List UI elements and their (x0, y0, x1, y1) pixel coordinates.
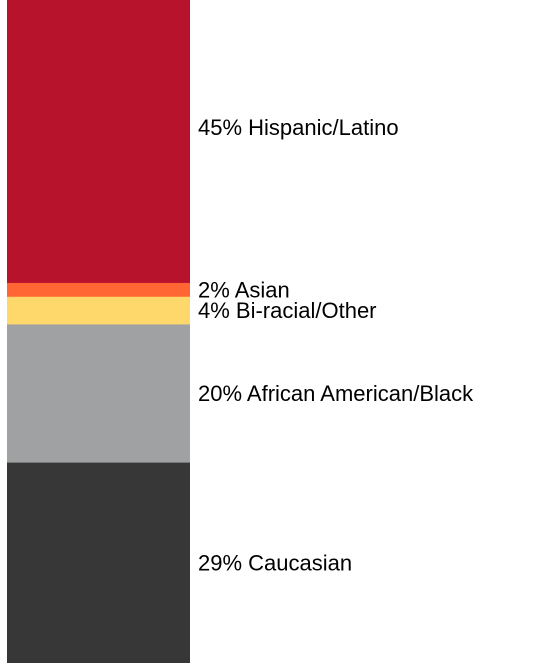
bar-segment-0 (7, 0, 190, 284)
segment-label-3: 20% African American/Black (198, 381, 474, 406)
bar-segment-4 (7, 462, 190, 663)
bar-segment-2 (7, 296, 190, 326)
segment-label-0: 45% Hispanic/Latino (198, 115, 399, 140)
segment-label-4: 29% Caucasian (198, 550, 352, 575)
bar-segments (7, 0, 190, 663)
segment-label-1: 2% Asian (198, 277, 290, 302)
segment-label-2: 4% Bi-racial/Other (198, 298, 377, 323)
bar-segment-1 (7, 282, 190, 298)
bar-segment-3 (7, 324, 190, 464)
